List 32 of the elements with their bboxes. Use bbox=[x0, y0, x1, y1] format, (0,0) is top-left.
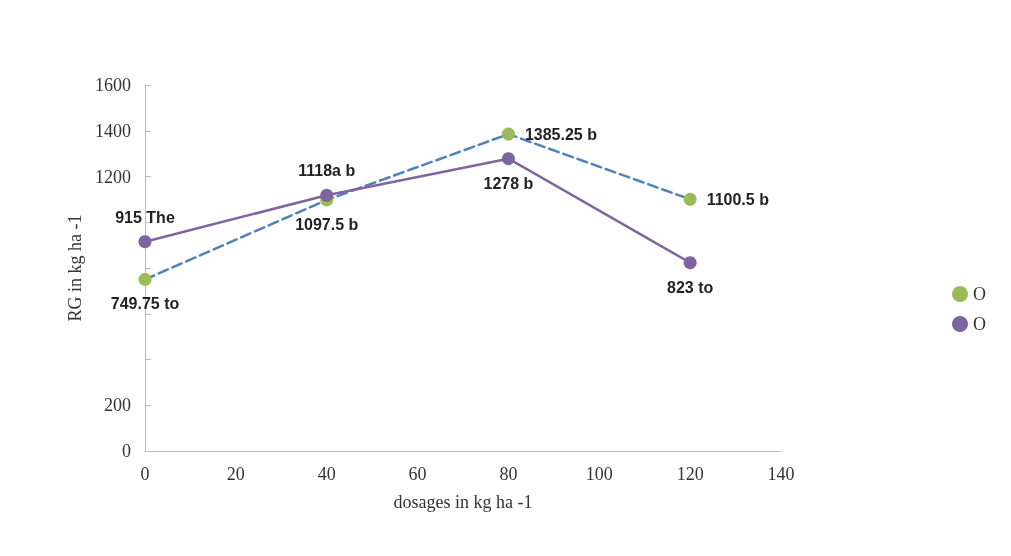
data-label: 1100.5 b bbox=[706, 190, 770, 208]
data-label: 915 The bbox=[115, 208, 175, 226]
data-label: 1097.5 b bbox=[295, 215, 359, 233]
x-axis-title: dosages in kg ha -1 bbox=[393, 492, 533, 512]
x-tick-label: 60 bbox=[408, 464, 427, 484]
x-tick-label: 140 bbox=[767, 464, 795, 484]
legend-label: O bbox=[973, 284, 986, 304]
y-tick-label: 200 bbox=[104, 395, 131, 416]
point bbox=[138, 235, 152, 249]
data-label: 1278 b bbox=[483, 174, 534, 192]
point bbox=[683, 192, 697, 206]
legend-label: O bbox=[973, 314, 986, 334]
point bbox=[683, 256, 697, 270]
data-label: 1385.25 b bbox=[524, 125, 598, 143]
x-tick-label: 0 bbox=[140, 464, 150, 484]
x-tick-label: 100 bbox=[585, 464, 613, 484]
point bbox=[501, 152, 515, 166]
point bbox=[320, 188, 334, 202]
y-tick-label: 1200 bbox=[95, 166, 131, 187]
x-tick-label: 80 bbox=[499, 464, 518, 484]
y-axis-title: RG in kg ha -1 bbox=[65, 214, 86, 322]
data-label: 1118a b bbox=[298, 162, 356, 180]
x-tick-label: 20 bbox=[226, 464, 245, 484]
x-tick-label: 120 bbox=[676, 464, 704, 484]
y-tick-label: 0 bbox=[122, 441, 131, 461]
data-label: 749.75 to bbox=[110, 295, 180, 313]
point bbox=[501, 127, 515, 141]
point bbox=[138, 273, 152, 286]
x-tick-label: 40 bbox=[317, 464, 336, 484]
data-label: 823 to bbox=[667, 278, 714, 296]
y-tick-label: 1400 bbox=[95, 120, 131, 141]
y-tick-label: 1600 bbox=[95, 75, 131, 95]
